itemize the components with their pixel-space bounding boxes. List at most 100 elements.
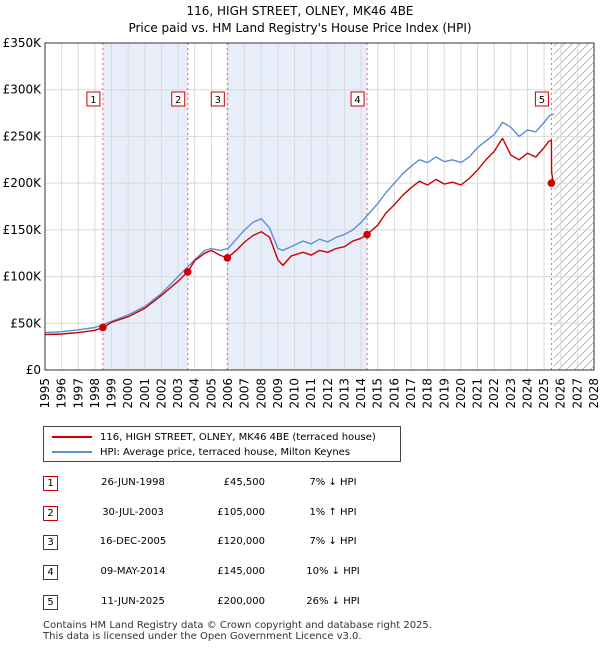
plot-area-border <box>44 42 595 371</box>
x-tick-label: 2016 <box>387 378 401 409</box>
y-tick-label: £300K <box>3 83 43 97</box>
sale-date: 11-JUN-2025 <box>101 596 165 607</box>
x-tick-label: 2006 <box>221 378 235 409</box>
price-paid-line <box>44 137 555 336</box>
sale-hpi-diff: 7% ↓ HPI <box>309 477 357 488</box>
sale-marker-box <box>171 91 186 107</box>
sale-date: 30-JUL-2003 <box>102 507 164 518</box>
x-tick-label: 2014 <box>354 378 368 409</box>
sale-marker-number: 5 <box>539 95 545 106</box>
sale-point <box>363 230 371 239</box>
y-tick-label: £350K <box>3 36 43 50</box>
sale-number-badge: 2 <box>43 506 58 521</box>
sale-hpi-diff: 10% ↓ HPI <box>306 566 360 577</box>
sale-marker-box <box>534 91 549 107</box>
x-tick-label: 2021 <box>471 378 485 409</box>
x-tick-label: 2020 <box>454 378 468 409</box>
x-tick-label: 2000 <box>121 378 135 409</box>
footer-licence: This data is licensed under the Open Gov… <box>43 631 362 642</box>
sale-marker-number: 2 <box>175 95 181 106</box>
sale-marker-number: 1 <box>90 95 96 106</box>
legend-item-price-paid: 116, HIGH STREET, OLNEY, MK46 4BE (terra… <box>52 430 376 444</box>
x-tick-label: 2017 <box>404 378 418 409</box>
x-tick-label: 2010 <box>288 378 302 409</box>
x-tick-label: 2003 <box>171 378 185 409</box>
footer: Contains HM Land Registry data © Crown c… <box>43 620 432 642</box>
y-tick-labels: £0 £50K £100K £150K £200K £250K £300K £350K <box>3 36 43 377</box>
price-chart: 1 2 3 4 5 £0 £50K £100K £150K £200K £250K £300K £35… <box>3 36 600 409</box>
sale-price: £145,000 <box>217 566 265 577</box>
table-row: 2 30-JUL-2003 £105,000 1% ↑ HPI <box>43 506 443 522</box>
x-tick-label: 2011 <box>304 378 318 409</box>
sale-number-badge: 5 <box>43 595 58 610</box>
x-tick-label: 1995 <box>38 378 52 409</box>
sale-price: £200,000 <box>217 596 265 607</box>
sale-date: 16-DEC-2005 <box>99 536 167 547</box>
sale-date: 09-MAY-2014 <box>100 566 166 577</box>
x-tick-label: 2019 <box>437 378 451 409</box>
x-tick-label: 2001 <box>138 378 152 409</box>
y-tick-label: £150K <box>3 223 43 237</box>
sale-point <box>223 254 232 262</box>
projection-area <box>554 43 594 370</box>
x-tick-label: 2008 <box>254 378 268 409</box>
x-tick-label: 2018 <box>421 378 435 409</box>
x-tick-label: 1999 <box>105 378 119 409</box>
x-tick-label: 2023 <box>504 378 518 409</box>
sale-price: £105,000 <box>217 507 265 518</box>
legend: 116, HIGH STREET, OLNEY, MK46 4BE (terra… <box>43 426 401 462</box>
sale-hpi-diff: 7% ↓ HPI <box>309 536 357 547</box>
x-tick-label: 1996 <box>55 378 69 409</box>
sale-point <box>547 179 556 187</box>
y-tick-label: £200K <box>3 176 43 190</box>
x-tick-label: 2026 <box>554 378 568 409</box>
x-tick-label: 2013 <box>337 378 351 409</box>
sale-date: 26-JUN-1998 <box>101 477 165 488</box>
shaded-period <box>227 43 368 370</box>
x-tick-label: 2027 <box>570 378 584 409</box>
sale-points <box>99 179 556 332</box>
x-tick-labels: 1995 1996 1997 1998 1999 2000 2001 2002 2003 2004… <box>38 378 600 409</box>
x-tick-label: 2005 <box>204 378 218 409</box>
title-line-2: Price paid vs. HM Land Registry's House … <box>128 21 472 35</box>
sale-price: £120,000 <box>217 536 265 547</box>
legend-item-hpi: HPI: Average price, terraced house, Milt… <box>52 445 350 459</box>
y-tick-label: £100K <box>3 270 43 284</box>
x-tick-label: 1998 <box>88 378 102 409</box>
legend-label-hpi: HPI: Average price, terraced house, Milt… <box>100 446 351 458</box>
gridlines <box>44 42 595 371</box>
table-row: 5 11-JUN-2025 £200,000 26% ↓ HPI <box>43 595 443 611</box>
y-tick-label: £0 <box>26 363 41 377</box>
x-tick-label: 2015 <box>371 378 385 409</box>
x-tick-label: 2022 <box>487 378 501 409</box>
legend-line-hpi <box>52 451 92 453</box>
sale-number-badge: 3 <box>43 535 58 550</box>
y-tick-label: £250K <box>3 129 43 143</box>
x-tick-label: 2025 <box>537 378 551 409</box>
chart-title: 116, HIGH STREET, OLNEY, MK46 4BE Price … <box>0 3 600 37</box>
legend-label-price-paid: 116, HIGH STREET, OLNEY, MK46 4BE (terra… <box>100 431 376 443</box>
table-row: 1 26-JUN-1998 £45,500 7% ↓ HPI <box>43 476 443 492</box>
hpi-line <box>44 113 555 334</box>
x-tick-label: 2002 <box>154 378 168 409</box>
title-line-1: 116, HIGH STREET, OLNEY, MK46 4BE <box>186 4 414 18</box>
sale-hpi-diff: 1% ↑ HPI <box>309 507 357 518</box>
table-row: 4 09-MAY-2014 £145,000 10% ↓ HPI <box>43 565 443 581</box>
projection-hatch <box>554 43 594 370</box>
sale-hpi-diff: 26% ↓ HPI <box>306 596 360 607</box>
sale-number-badge: 1 <box>43 476 58 491</box>
sale-price: £45,500 <box>223 477 265 488</box>
sale-point <box>99 323 107 332</box>
x-tick-label: 2024 <box>520 378 534 409</box>
sale-marker-number: 3 <box>215 95 221 106</box>
footer-copyright: Contains HM Land Registry data © Crown c… <box>43 620 432 631</box>
series-lines <box>44 113 555 336</box>
x-tick-label: 2028 <box>587 378 600 409</box>
x-tick-label: 1997 <box>71 378 85 409</box>
legend-line-price-paid <box>52 436 92 438</box>
sale-marker-box <box>86 91 101 107</box>
x-tick-label: 2004 <box>188 378 202 409</box>
sale-marker-box <box>350 91 365 107</box>
sale-marker-number: 4 <box>354 95 360 106</box>
x-tick-label: 2009 <box>271 378 285 409</box>
